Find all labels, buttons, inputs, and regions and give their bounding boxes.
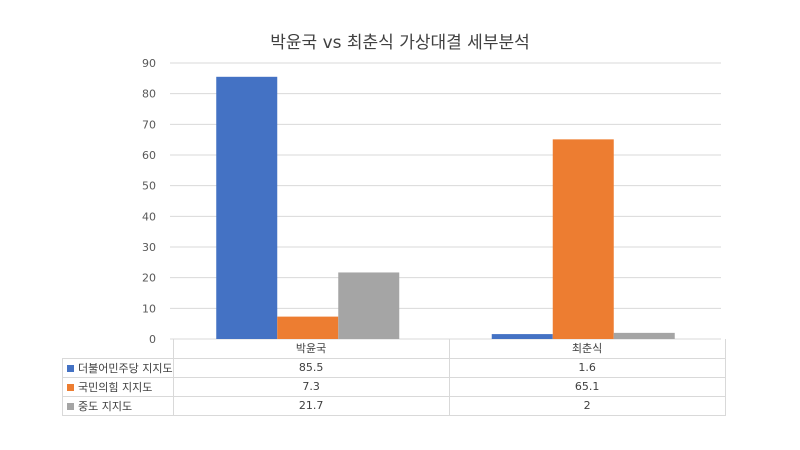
y-tick-label: 30 — [142, 241, 156, 254]
y-tick-label: 10 — [142, 302, 156, 315]
legend-swatch — [67, 365, 74, 372]
y-tick-label: 40 — [142, 210, 156, 223]
value-cell: 1.6 — [448, 357, 726, 378]
bar — [338, 272, 400, 339]
table-corner — [63, 339, 174, 358]
series-label: 중도 지지도 — [78, 399, 133, 413]
value-cell: 85.5 — [172, 357, 450, 378]
y-tick-label: 20 — [142, 272, 156, 285]
bar — [491, 334, 553, 339]
y-tick-label: 50 — [142, 180, 156, 193]
chart-title: 박윤국 vs 최춘식 가상대결 세부분석 — [270, 33, 530, 53]
series-label-cell: 중도 지지도 — [62, 395, 174, 416]
y-tick-label: 60 — [142, 149, 156, 162]
bar — [552, 139, 614, 339]
category-header: 박윤국 — [172, 339, 450, 359]
legend-swatch — [67, 384, 74, 391]
series-label: 국민의힘 지지도 — [78, 380, 153, 394]
y-tick-label: 0 — [149, 333, 156, 346]
category-header: 최춘식 — [448, 339, 726, 359]
series-label-cell: 국민의힘 지지도 — [62, 376, 174, 397]
y-tick-label: 70 — [142, 118, 156, 131]
bar — [613, 332, 675, 339]
series-label-cell: 더불어민주당 지지도 — [62, 357, 174, 378]
table-row: 더불어민주당 지지도 85.5 1.6 — [62, 357, 726, 378]
table-row: 중도 지지도 21.7 2 — [62, 395, 726, 416]
value-cell: 2 — [448, 395, 726, 416]
value-cell: 21.7 — [172, 395, 450, 416]
series-label: 더불어민주당 지지도 — [78, 361, 173, 375]
y-tick-label: 80 — [142, 88, 156, 101]
legend-swatch — [67, 403, 74, 410]
data-table: 박윤국 최춘식 더불어민주당 지지도 85.5 1.6 국민의힘 지지도 7.3… — [62, 339, 726, 416]
bar — [216, 76, 278, 340]
value-cell: 65.1 — [448, 376, 726, 397]
bar — [277, 316, 339, 339]
value-cell: 7.3 — [172, 376, 450, 397]
y-tick-label: 90 — [142, 57, 156, 70]
table-row: 국민의힘 지지도 7.3 65.1 — [62, 376, 726, 397]
table-header-row: 박윤국 최춘식 — [63, 339, 726, 359]
